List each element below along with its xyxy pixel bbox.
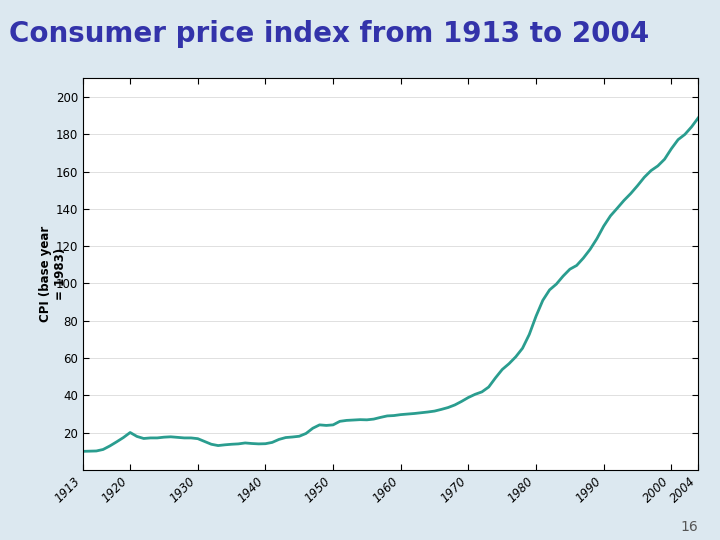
Text: Consumer price index from 1913 to 2004: Consumer price index from 1913 to 2004: [9, 19, 649, 48]
Y-axis label: CPI (base year
= 1983): CPI (base year = 1983): [39, 226, 67, 322]
Text: 16: 16: [680, 520, 698, 534]
